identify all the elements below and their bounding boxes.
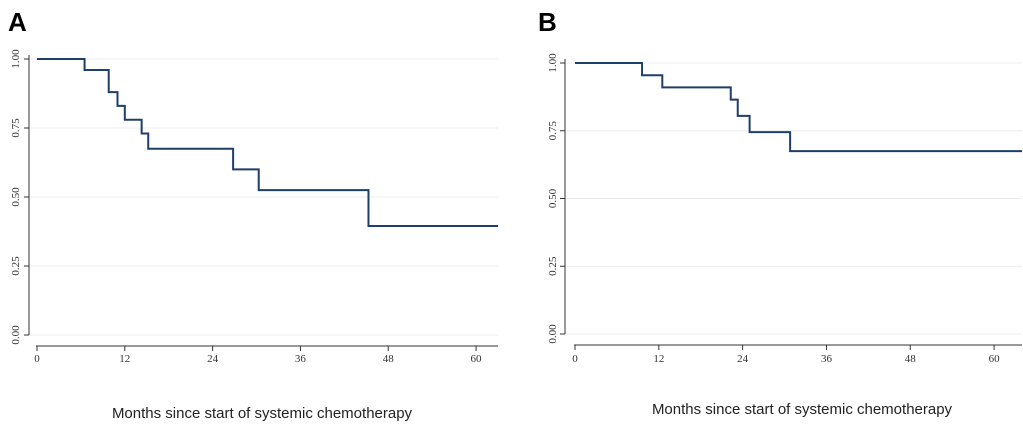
y-tick-label-b-1: 0.25 <box>547 256 559 276</box>
plot-area-a: 0.00 0.25 0.50 0.75 1.00 0 12 24 36 48 60 <box>10 49 498 365</box>
y-tick-label-b-4: 1.00 <box>547 53 559 73</box>
y-tick-label-a-4: 1.00 <box>10 49 22 69</box>
x-tick-label-b-2: 24 <box>737 353 749 365</box>
x-axis-title-a: Months since start of systemic chemother… <box>112 405 413 422</box>
x-tick-label-b-1: 12 <box>653 353 664 365</box>
x-tick-label-a-5: 60 <box>471 353 483 365</box>
x-tick-label-b-4: 48 <box>905 353 917 365</box>
x-tick-label-a-3: 36 <box>295 353 307 365</box>
y-tick-label-b-3: 0.75 <box>547 121 559 141</box>
y-tick-label-a-2: 0.50 <box>10 187 22 207</box>
x-tick-label-b-0: 0 <box>572 353 578 365</box>
x-tick-label-a-2: 24 <box>207 353 219 365</box>
y-tick-label-a-3: 0.75 <box>10 118 22 138</box>
x-tick-label-a-0: 0 <box>34 353 40 365</box>
survival-curve-a <box>37 59 498 226</box>
x-axis-title-b: Months since start of systemic chemother… <box>652 401 953 418</box>
plot-area-b: 0.00 0.25 0.50 0.75 1.00 0 12 24 36 48 60 <box>547 53 1022 365</box>
x-tick-label-a-1: 12 <box>119 353 130 365</box>
panel-letter-b: B <box>538 7 557 37</box>
x-tick-label-a-4: 48 <box>383 353 395 365</box>
y-tick-label-b-2: 0.50 <box>547 188 559 208</box>
y-tick-label-a-1: 0.25 <box>10 256 22 276</box>
panel-letter-a: A <box>8 7 27 37</box>
x-tick-label-b-5: 60 <box>989 353 1001 365</box>
panel-a: A 0.00 0.25 0.50 0.75 1.00 0 12 24 36 48 60 Months… <box>8 7 498 422</box>
x-tick-label-b-3: 36 <box>821 353 833 365</box>
y-tick-label-b-0: 0.00 <box>547 324 559 344</box>
survival-curve-b <box>575 63 1022 151</box>
y-tick-label-a-0: 0.00 <box>10 325 22 345</box>
panel-b: B 0.00 0.25 0.50 0.75 1.00 0 12 24 36 48 60 Months… <box>538 7 1022 418</box>
